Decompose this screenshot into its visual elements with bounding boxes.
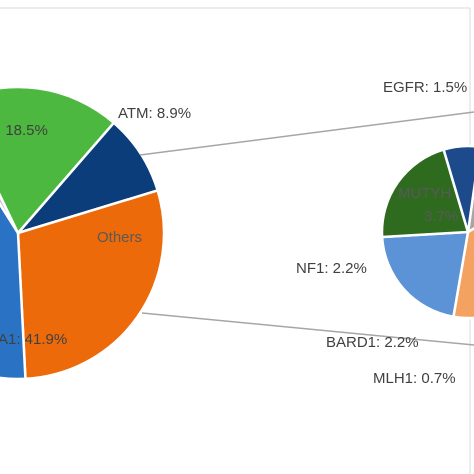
label-mutyh-name: MUTYH — [398, 185, 451, 202]
label-mutyh-value: 3.7% — [424, 208, 458, 225]
main-slice-unlabeled-2 — [0, 201, 27, 381]
connector-line-bottom — [141, 312, 474, 346]
label-egfr: EGFR: 1.5% — [383, 79, 467, 96]
label-blue-slice: A1: 41.9% — [0, 331, 67, 348]
main-slice-others — [16, 188, 166, 381]
sub-slice-mlh1 — [442, 144, 474, 233]
main-slice-atm — [14, 121, 160, 236]
label-green-slice: : 18.5% — [0, 122, 48, 139]
sub-slice-bard1 — [380, 147, 470, 239]
secondary-pie — [380, 144, 474, 320]
label-others: Others — [97, 229, 142, 246]
label-bard1: BARD1: 2.2% — [326, 334, 419, 351]
sub-slice-mutyh — [451, 227, 474, 320]
main-slice-unlabeled-4 — [0, 85, 116, 236]
label-nf1: NF1: 2.2% — [296, 260, 367, 277]
sub-slice-nf1 — [380, 230, 470, 319]
label-atm: ATM: 8.9% — [118, 105, 191, 122]
connector-line-top — [139, 111, 474, 156]
label-mlh1: MLH1: 0.7% — [373, 370, 456, 387]
main-pie — [0, 85, 166, 381]
